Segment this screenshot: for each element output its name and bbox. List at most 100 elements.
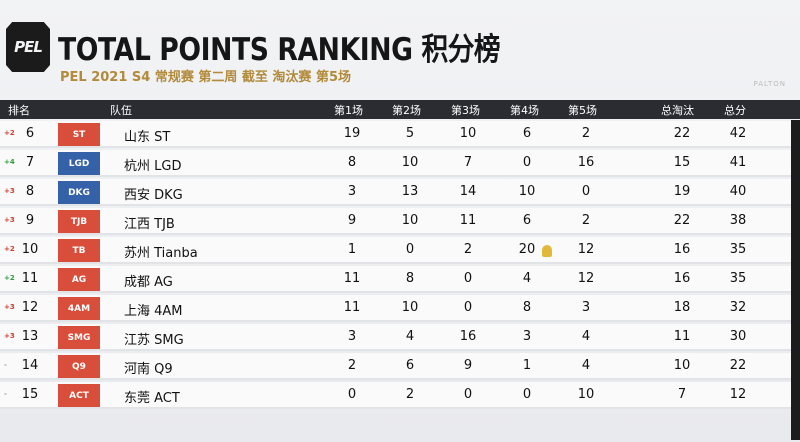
rank-number: 12 — [21, 300, 39, 315]
cell-g4: 0 — [522, 387, 532, 402]
rank-change: +2 — [4, 274, 15, 282]
cell-total: 41 — [729, 155, 747, 170]
col-kills: 总淘汰 — [661, 104, 694, 117]
cell-g3: 0 — [463, 300, 473, 315]
cell-g3: 0 — [463, 387, 473, 402]
team-emblem: Q9 — [58, 355, 100, 378]
cell-g1: 0 — [347, 387, 357, 402]
cell-g2: 5 — [405, 126, 415, 141]
cell-g3: 16 — [459, 329, 477, 344]
cell-total: 38 — [729, 213, 747, 228]
col-g3: 第3场 — [451, 104, 480, 117]
cell-g1: 3 — [347, 184, 357, 199]
cell-g1: 19 — [343, 126, 361, 141]
cell-g1: 2 — [347, 358, 357, 373]
brand-watermark: PALTON — [753, 80, 786, 88]
cell-g5: 2 — [581, 126, 591, 141]
team-name: 杭州 LGD — [124, 159, 182, 174]
cell-g2: 8 — [405, 271, 415, 286]
cell-total: 22 — [729, 358, 747, 373]
cell-g5: 12 — [577, 271, 595, 286]
right-edge — [791, 120, 800, 440]
cell-g4: 20 — [518, 242, 536, 257]
col-g5: 第5场 — [568, 104, 597, 117]
cell-kills: 19 — [673, 184, 691, 199]
cell-g4: 0 — [522, 155, 532, 170]
table-row: +2 11 AG 成都 AG 11 8 0 4 12 16 35 — [0, 266, 800, 293]
pel-logo: PEL — [6, 22, 50, 72]
cell-total: 42 — [729, 126, 747, 141]
team-emblem: LGD — [58, 152, 100, 175]
table-row: +4 7 LGD 杭州 LGD 8 10 7 0 16 15 41 — [0, 150, 800, 177]
team-emblem: 4AM — [58, 297, 100, 320]
cell-g5: 10 — [577, 387, 595, 402]
team-name: 山东 ST — [124, 130, 171, 145]
table-row: +2 10 TB 苏州 Tianba 1 0 2 20 12 16 35 — [0, 237, 800, 264]
rank-number: 8 — [25, 184, 35, 199]
cell-g2: 10 — [401, 213, 419, 228]
cell-g1: 1 — [347, 242, 357, 257]
team-emblem: AG — [58, 268, 100, 291]
rank-change: +3 — [4, 303, 15, 311]
cell-g5: 3 — [581, 300, 591, 315]
rank-number: 14 — [21, 358, 39, 373]
team-emblem: ST — [58, 123, 100, 146]
cell-g5: 12 — [577, 242, 595, 257]
cell-g2: 10 — [401, 300, 419, 315]
cell-kills: 16 — [673, 242, 691, 257]
rank-number: 10 — [21, 242, 39, 257]
cell-g2: 2 — [405, 387, 415, 402]
rank-change: - — [4, 390, 7, 398]
rank-number: 15 — [21, 387, 39, 402]
table-row: +3 13 SMG 江苏 SMG 3 4 16 3 4 11 30 — [0, 324, 800, 351]
rank-change: +2 — [4, 129, 15, 137]
rank-change: - — [4, 361, 7, 369]
cell-g3: 2 — [463, 242, 473, 257]
cell-g2: 6 — [405, 358, 415, 373]
team-name: 东莞 ACT — [124, 391, 180, 406]
cell-g4: 10 — [518, 184, 536, 199]
table-row: +3 9 TJB 江西 TJB 9 10 11 6 2 22 38 — [0, 208, 800, 235]
cell-g2: 4 — [405, 329, 415, 344]
cell-total: 35 — [729, 242, 747, 257]
team-name: 河南 Q9 — [124, 362, 173, 377]
cell-g4: 6 — [522, 213, 532, 228]
rank-change: +3 — [4, 332, 15, 340]
cell-total: 32 — [729, 300, 747, 315]
cell-g2: 0 — [405, 242, 415, 257]
rank-change: +2 — [4, 245, 15, 253]
col-g4: 第4场 — [510, 104, 539, 117]
rank-number: 6 — [25, 126, 35, 141]
cell-g4: 8 — [522, 300, 532, 315]
rank-number: 13 — [21, 329, 39, 344]
rank-change: +3 — [4, 187, 15, 195]
cell-g5: 4 — [581, 358, 591, 373]
cell-g1: 3 — [347, 329, 357, 344]
col-team: 队伍 — [110, 104, 132, 117]
cell-g3: 10 — [459, 126, 477, 141]
col-rank: 排名 — [8, 104, 30, 117]
rank-change: +4 — [4, 158, 15, 166]
cell-kills: 22 — [673, 213, 691, 228]
team-name: 西安 DKG — [124, 188, 183, 203]
cell-kills: 10 — [673, 358, 691, 373]
table-row: +3 12 4AM 上海 4AM 11 10 0 8 3 18 32 — [0, 295, 800, 322]
rank-number: 11 — [21, 271, 39, 286]
cell-g3: 7 — [463, 155, 473, 170]
cell-g1: 9 — [347, 213, 357, 228]
cell-g2: 13 — [401, 184, 419, 199]
cell-kills: 18 — [673, 300, 691, 315]
team-name: 苏州 Tianba — [124, 246, 198, 261]
table-row: +2 6 ST 山东 ST 19 5 10 6 2 22 42 — [0, 121, 800, 148]
team-emblem: ACT — [58, 384, 100, 407]
cell-g2: 10 — [401, 155, 419, 170]
cell-g3: 9 — [463, 358, 473, 373]
team-name: 成都 AG — [124, 275, 173, 290]
rank-number: 9 — [25, 213, 35, 228]
page-subtitle: PEL 2021 S4 常规赛 第二周 截至 淘汰赛 第5场 — [60, 70, 352, 85]
table-row: +3 8 DKG 西安 DKG 3 13 14 10 0 19 40 — [0, 179, 800, 206]
col-g1: 第1场 — [334, 104, 363, 117]
team-emblem: TJB — [58, 210, 100, 233]
cell-g1: 8 — [347, 155, 357, 170]
cell-total: 35 — [729, 271, 747, 286]
